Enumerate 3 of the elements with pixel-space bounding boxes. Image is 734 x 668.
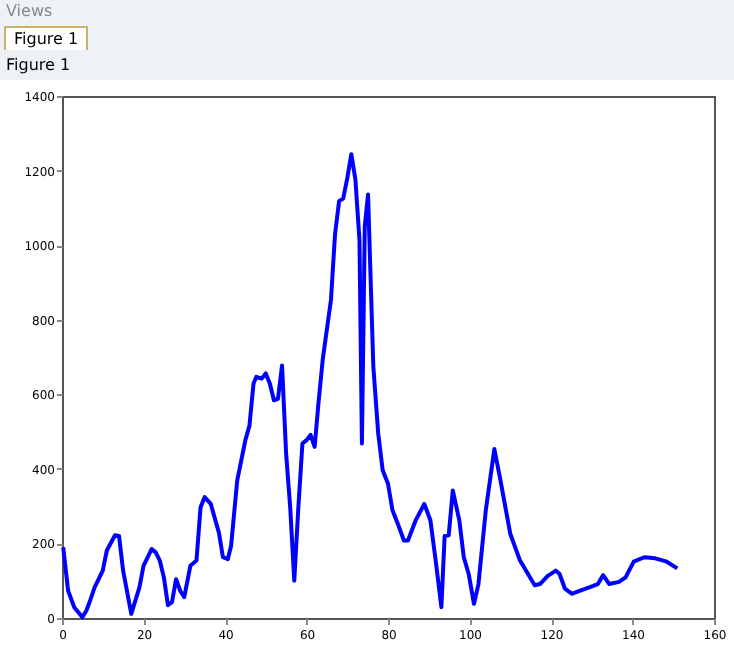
line-series: [61, 152, 680, 620]
chart-title: Figure 1: [6, 56, 71, 74]
text: Views: [6, 2, 53, 20]
